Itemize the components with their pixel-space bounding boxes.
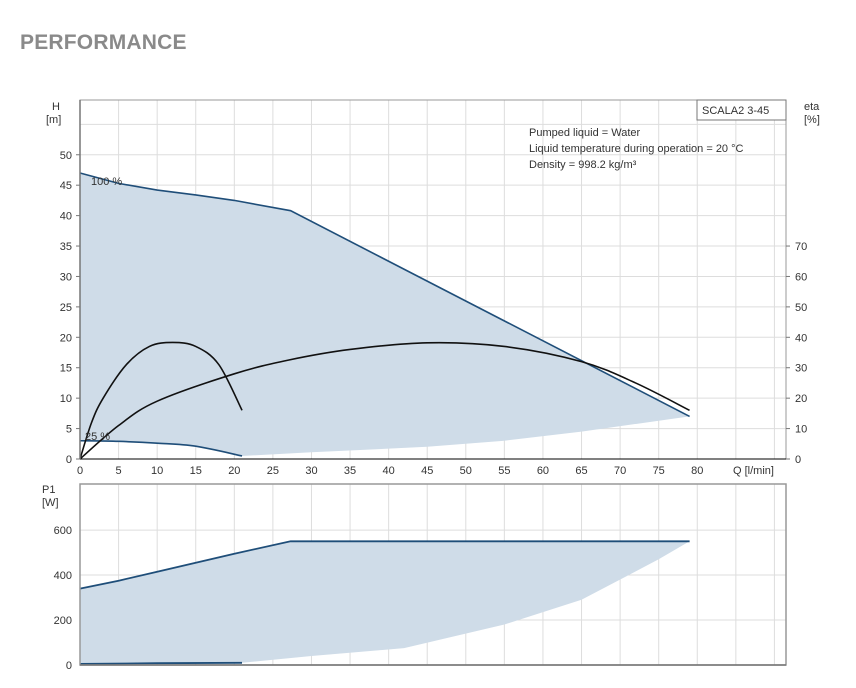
y2-tick-label: 20 (795, 393, 807, 405)
x-tick-label: 45 (421, 465, 433, 477)
y-tick-label: 0 (66, 454, 72, 466)
page-title: PERFORMANCE (20, 31, 187, 54)
annotation-text: Pumped liquid = Water (529, 127, 641, 139)
y2-tick-label: 70 (795, 241, 807, 253)
x-tick-label: 0 (77, 465, 83, 477)
x-tick-label: 5 (116, 465, 122, 477)
curve-label-25: 25 % (85, 431, 110, 443)
p1-curve-25-percent (79, 661, 243, 665)
x-tick-label: 10 (151, 465, 163, 477)
x-axis-label: Q [l/min] (733, 465, 774, 477)
model-box (696, 99, 787, 121)
y-tick-label: 5 (66, 424, 72, 436)
x-tick-label: 55 (498, 465, 510, 477)
annotation-text: Liquid temperature during operation = 20… (529, 143, 744, 155)
y-tick-label: 50 (60, 150, 72, 162)
y2-tick-label: 40 (795, 332, 807, 344)
p1-curve-100-percent (79, 540, 690, 590)
power-range-area (80, 541, 690, 664)
x-tick-label: 75 (653, 465, 665, 477)
p1-axis-label: P1 (42, 484, 55, 496)
x-tick-label: 30 (305, 465, 317, 477)
x-tick-label: 70 (614, 465, 626, 477)
x-tick-label: 65 (575, 465, 587, 477)
y2-tick-label: 30 (795, 363, 807, 375)
y2-tick-label: 0 (795, 454, 801, 466)
annotation-text: Density = 998.2 kg/m³ (529, 159, 637, 171)
y2-tick-label: 10 (795, 424, 807, 436)
curve-25-percent (79, 439, 243, 457)
y2-tick-label: 60 (795, 271, 807, 283)
eta-curve-100-percent (79, 341, 690, 460)
curve-label-100: 100 % (91, 176, 122, 188)
x-tick-label: 25 (267, 465, 279, 477)
y-tick-label: 40 (60, 211, 72, 223)
y-tick-label: 25 (60, 302, 72, 314)
y-axis-label: H (52, 101, 60, 113)
y-tick-label: 10 (60, 393, 72, 405)
y-tick-label: 35 (60, 241, 72, 253)
x-tick-label: 40 (383, 465, 395, 477)
y2-axis-unit: [%] (804, 114, 820, 126)
p1-y-tick-label: 0 (66, 660, 72, 672)
y-tick-label: 30 (60, 271, 72, 283)
y-axis-unit: [m] (46, 114, 61, 126)
x-tick-label: 35 (344, 465, 356, 477)
x-tick-label: 60 (537, 465, 549, 477)
y-tick-label: 15 (60, 363, 72, 375)
x-tick-label: 20 (228, 465, 240, 477)
model-label: SCALA2 3-45 (702, 105, 769, 117)
operating-range-area (80, 173, 690, 456)
y2-tick-label: 50 (795, 302, 807, 314)
y-tick-label: 20 (60, 332, 72, 344)
x-tick-label: 50 (460, 465, 472, 477)
curve-100-percent (79, 172, 690, 418)
x-tick-label: 15 (190, 465, 202, 477)
p1-axis-unit: [W] (42, 497, 59, 509)
y-tick-label: 45 (60, 180, 72, 192)
y2-axis-label: eta (804, 101, 820, 113)
p1-y-tick-label: 200 (54, 615, 72, 627)
p1-y-tick-label: 400 (54, 570, 72, 582)
eta-curve-25-percent (79, 341, 243, 460)
p1-y-tick-label: 600 (54, 525, 72, 537)
x-tick-label: 80 (691, 465, 703, 477)
